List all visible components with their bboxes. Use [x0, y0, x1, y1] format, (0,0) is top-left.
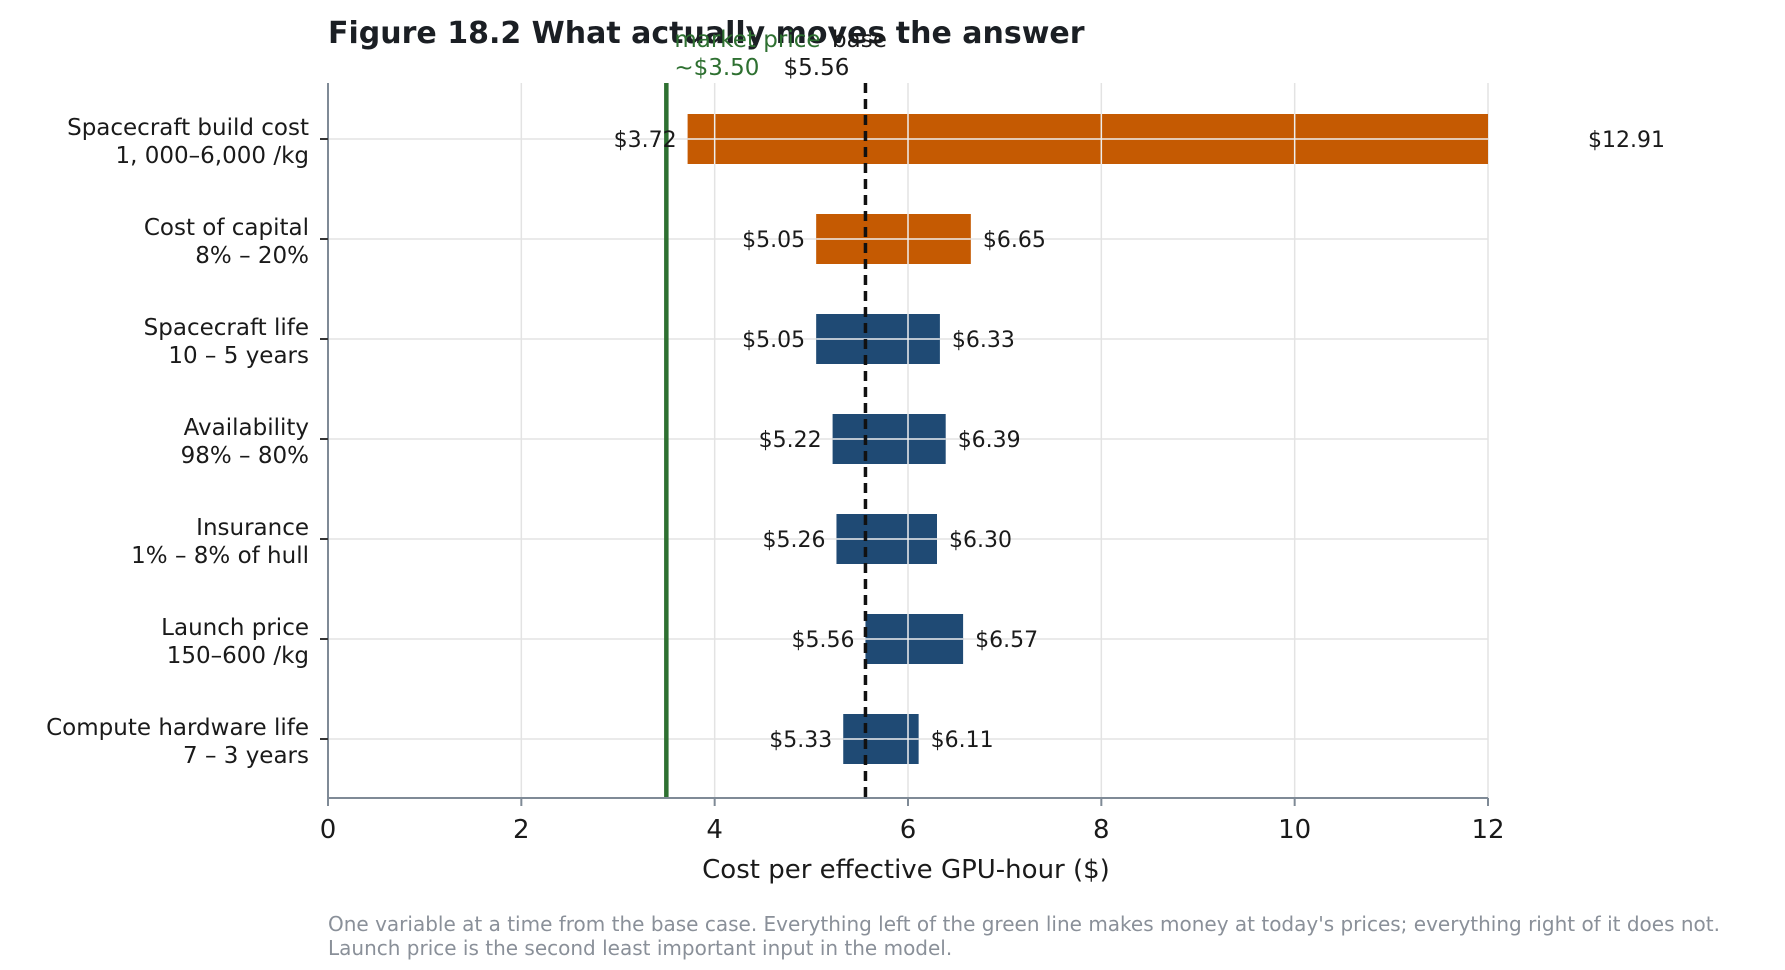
category-range-label: 98% – 80% — [181, 443, 309, 469]
category-label: Spacecraft life — [144, 315, 309, 341]
market-price-value-label: ~$3.50 — [674, 55, 759, 81]
tornado-chart: Figure 18.2 What actually moves the answ… — [46, 16, 1665, 885]
x-tick-label: 12 — [1471, 815, 1504, 845]
bar-low-value-label: $5.26 — [762, 528, 825, 553]
x-tick-label: 4 — [706, 815, 723, 845]
bar-low-value-label: $5.33 — [769, 728, 832, 753]
category-label: Insurance — [196, 515, 309, 541]
x-tick-label: 8 — [1093, 815, 1110, 845]
reference-lines — [664, 83, 868, 798]
chart-title: Figure 18.2 What actually moves the answ… — [328, 16, 1085, 51]
bars-group — [687, 114, 1488, 764]
bar-low-value-label: $5.05 — [742, 328, 805, 353]
category-range-label: 1, 000–6,000 /kg — [116, 143, 309, 169]
footnote: One variable at a time from the base cas… — [328, 912, 1720, 960]
base-case-value-label: $5.56 — [784, 55, 850, 81]
axes: 0 2 4 6 8 10 12 — [320, 83, 1505, 845]
category-range-label: 8% – 20% — [195, 243, 309, 269]
x-tick-label: 10 — [1278, 815, 1311, 845]
base-case-label: base — [832, 27, 887, 53]
category-label: Compute hardware life — [46, 715, 309, 741]
category-label: Launch price — [161, 615, 309, 641]
bar-high-value-label: $6.33 — [952, 328, 1015, 353]
bar-high-value-label: $6.30 — [949, 528, 1012, 553]
category-range-label: 7 – 3 years — [183, 743, 309, 769]
bar-low-value-label: $3.72 — [614, 128, 677, 153]
bar-high-value-label: $6.39 — [958, 428, 1021, 453]
category-range-label: 10 – 5 years — [168, 343, 309, 369]
category-label: Cost of capital — [144, 215, 309, 241]
x-tick-label: 6 — [900, 815, 917, 845]
bar-high-value-label: $6.11 — [931, 728, 994, 753]
x-tick-label: 0 — [320, 815, 337, 845]
market-price-label: market price — [674, 27, 820, 53]
bar-low-value-label: $5.05 — [742, 228, 805, 253]
bar-high-value-label: $6.57 — [975, 628, 1038, 653]
category-range-label: 1% – 8% of hull — [131, 543, 309, 569]
category-range-label: 150–600 /kg — [167, 643, 309, 669]
category-label: Spacecraft build cost — [67, 115, 309, 141]
bar-low-value-label: $5.56 — [791, 628, 854, 653]
bar-high-value-label: $6.65 — [983, 228, 1046, 253]
bar-high-value-label: $12.91 — [1588, 128, 1665, 153]
x-axis-label: Cost per effective GPU-hour ($) — [702, 855, 1110, 885]
x-tick-label: 2 — [513, 815, 530, 845]
bar-low-value-label: $5.22 — [759, 428, 822, 453]
category-label: Availability — [184, 415, 309, 441]
